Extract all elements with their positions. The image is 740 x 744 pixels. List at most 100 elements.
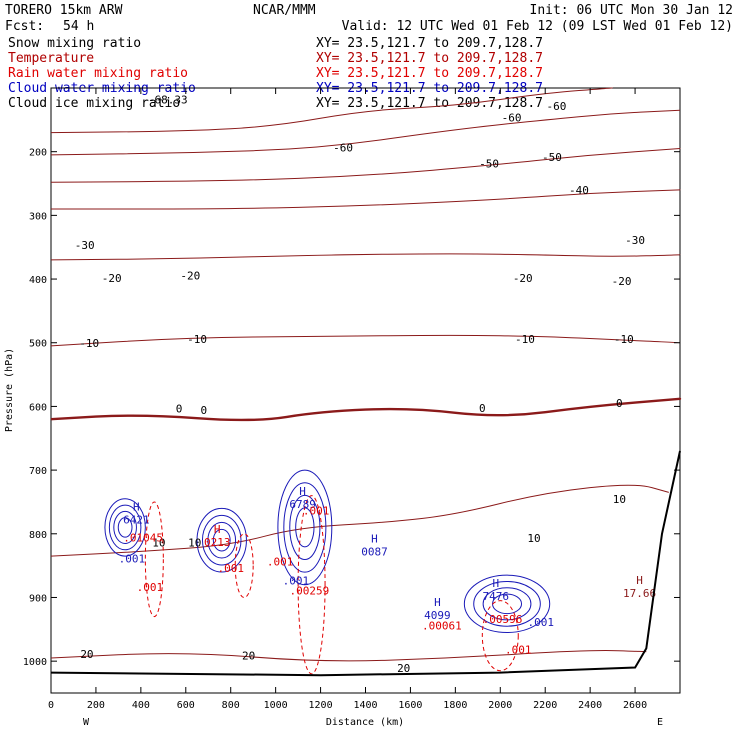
high-value: 0213 — [204, 536, 231, 549]
rain-label: .00596 — [483, 613, 523, 626]
high-value: 0087 — [361, 546, 388, 559]
temperature-contour — [50, 650, 647, 662]
x-tick-label: 400 — [132, 700, 150, 711]
center-title: NCAR/MMM — [253, 3, 316, 18]
cloud-water-contour — [117, 517, 133, 538]
y-tick-label: 900 — [29, 593, 47, 604]
field-xy: XY= 23.5,121.7 to 209.7,128.7 — [316, 51, 543, 66]
temperature-label: -20 — [180, 270, 200, 283]
high-value: 7476 — [483, 590, 510, 603]
cloud-water-contours — [104, 469, 551, 633]
rain-label: .00061 — [422, 619, 462, 632]
x-tick-label: 600 — [177, 700, 195, 711]
temperature-label: -10 — [614, 333, 634, 346]
x-tick-label: 200 — [87, 700, 105, 711]
temperature-contour — [50, 253, 681, 261]
high-marker: H — [371, 533, 378, 546]
temperature-label: -68.33 — [148, 94, 188, 107]
high-marker: H — [492, 577, 499, 590]
rain-label: .01045 — [123, 531, 163, 544]
temperature-contour — [50, 334, 681, 347]
cloud-water-contour — [196, 507, 247, 573]
cloud-water-contour — [113, 510, 137, 544]
high-value: 17.66 — [623, 587, 656, 600]
field-legend: Snow mixing ratio XY= 23.5,121.7 to 209.… — [8, 36, 543, 111]
contour-labels: -68.33 -60 -60 -60 -50 -50 -40 -30 -30 -20 -20 -20 -… — [75, 94, 656, 675]
temperature-contour — [50, 109, 681, 156]
x-tick-label: 0 — [48, 700, 54, 711]
cloud-water-contour — [108, 504, 142, 551]
temperature-label: -20 — [513, 272, 533, 285]
temperature-label: -60 — [333, 142, 353, 155]
axes: 0 200 400 600 800 1000 1200 1400 1600 1800 2000 220… — [23, 88, 680, 711]
cloud-water-label: .001 — [283, 575, 310, 588]
temperature-label: -30 — [625, 234, 645, 247]
x-tick-label: 1400 — [353, 700, 377, 711]
temperature-contour — [50, 397, 682, 422]
rain-contour — [144, 501, 164, 618]
cloud-water-contour — [104, 498, 146, 557]
temperature-label: 0 — [616, 397, 623, 410]
y-tick-label: 600 — [29, 402, 47, 413]
temperature-contours — [50, 87, 682, 662]
y-tick-label: 1000 — [23, 657, 47, 668]
high-value: 6789 — [289, 498, 316, 511]
x-tick-label: 1800 — [443, 700, 467, 711]
high-marker: H — [214, 523, 221, 536]
y-tick-label: 800 — [29, 530, 47, 541]
cloud-water-contour — [473, 580, 541, 627]
temperature-label: -30 — [75, 239, 95, 252]
temperature-contour — [51, 189, 681, 210]
temperature-label: -60 — [547, 100, 567, 113]
rain-label: .001 — [267, 556, 294, 569]
x-tick-label: 800 — [222, 700, 240, 711]
cloud-water-label: .001 — [527, 616, 554, 629]
rain-contour — [481, 600, 519, 672]
valid-time: Valid: 12 UTC Wed 01 Feb 12 (09 LST Wed … — [342, 19, 733, 34]
cloud-water-contour — [201, 514, 242, 566]
rain-label: .001 — [505, 644, 532, 657]
y-tick-label: 300 — [29, 211, 47, 222]
terrain — [50, 450, 681, 677]
rain-label: .001 — [137, 581, 164, 594]
high-marker: H — [636, 574, 643, 587]
temperature-label: -10 — [79, 337, 99, 350]
temperature-contour — [50, 484, 669, 557]
rain-contour — [234, 533, 254, 598]
temperature-contour — [50, 148, 681, 183]
rain-contour — [297, 495, 326, 675]
temperature-label: 0 — [479, 402, 486, 415]
rain-label: .001 — [217, 562, 244, 575]
temperature-label: -60 — [502, 112, 522, 125]
high-marker: H — [434, 596, 441, 609]
temperature-label: 0 — [176, 403, 183, 416]
temperature-label: 10 — [152, 536, 165, 549]
fcst-value: 54 h — [63, 19, 94, 34]
field-xy: XY= 23.5,121.7 to 209.7,128.7 — [316, 96, 543, 111]
cloud-water-contour — [207, 521, 237, 559]
cloud-water-contour — [283, 482, 327, 573]
cloud-water-contour — [463, 574, 551, 633]
x-tick-label: 1600 — [398, 700, 422, 711]
y-tick-label: 200 — [29, 148, 47, 159]
y-axis-label: Pressure (hPa) — [4, 348, 15, 432]
high-value: 4099 — [424, 609, 451, 622]
temperature-label: -40 — [569, 184, 589, 197]
x-axis-label: Distance (km) — [326, 717, 404, 728]
field-name: Temperature — [8, 51, 94, 66]
fcst-label: Fcst: — [5, 19, 44, 34]
temperature-label: -20 — [102, 272, 122, 285]
cloud-water-label: .001 — [119, 552, 146, 565]
high-value: 6421 — [123, 514, 150, 527]
temperature-contour — [50, 87, 614, 134]
temperature-label: -10 — [187, 333, 207, 346]
temperature-label: 20 — [397, 662, 410, 675]
cloud-water-contour — [482, 587, 532, 621]
cloud-water-contour — [277, 469, 333, 586]
temperature-label: 20 — [242, 650, 255, 663]
temperature-label: -50 — [479, 157, 499, 170]
rain-label: .001 — [303, 505, 330, 518]
high-marker: H — [299, 485, 306, 498]
field-name: Rain water mixing ratio — [8, 66, 188, 81]
